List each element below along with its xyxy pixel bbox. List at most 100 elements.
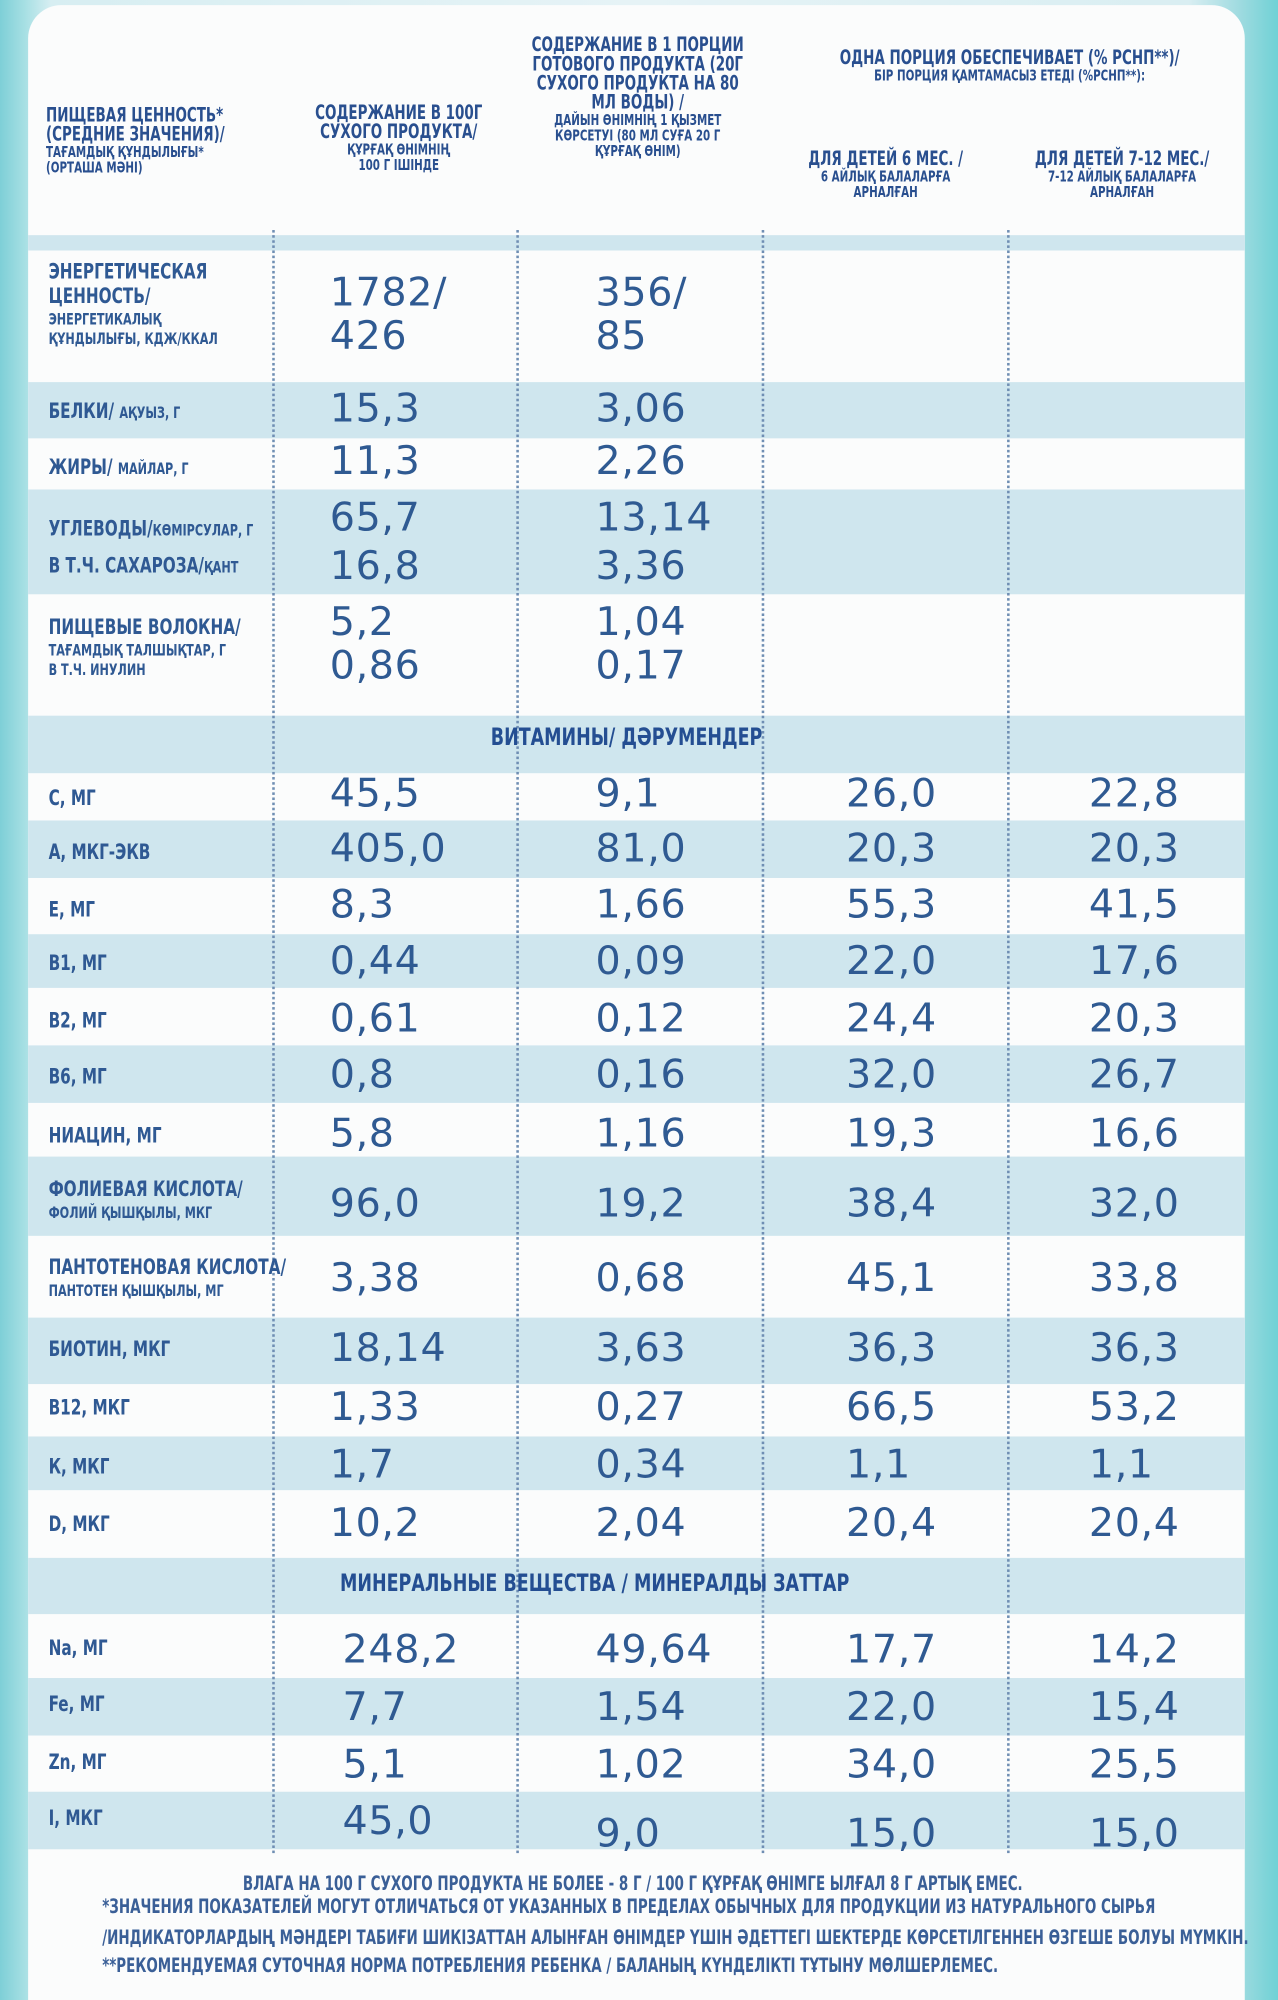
footnote-daily-norm: **РЕКОМЕНДУЕМАЯ СУТОЧНАЯ НОРМА ПОТРЕБЛЕН… (102, 1954, 999, 1978)
pantothenic-acid-per-100g: 3,38 (329, 1254, 421, 1302)
row-label-sucrose: В Т.Ч. САХАРОЗА/ҚАНТ (48, 553, 239, 579)
biotin-per-portion: 3,63 (595, 1325, 687, 1372)
vitamin-a-pct-7-12m: 20,3 (1088, 825, 1180, 872)
vitamin-b1-pct-7-12m: 17,6 (1088, 938, 1180, 985)
vitamin-b12-pct-7-12m: 53,2 (1088, 1384, 1180, 1431)
folic-acid-pct-7-12m: 32,0 (1088, 1180, 1180, 1227)
fiber-per-100g: 5,2 0,86 (329, 599, 421, 689)
column-divider (272, 230, 275, 1854)
column-divider (516, 230, 519, 1854)
row-label-niacin: НИАЦИН, МГ (48, 1123, 162, 1149)
iodine-per-portion: 9,0 (595, 1810, 661, 1857)
band (28, 1557, 1245, 1615)
band (28, 820, 1245, 878)
carbs-per-100g: 65,7 (329, 494, 421, 541)
row-label-vitamin-b1: В1, МГ (48, 950, 107, 977)
band (28, 1436, 1245, 1491)
vitamin-b6-per-portion: 0,16 (595, 1051, 687, 1098)
row-label-vitamin-b12: В12, МКГ (48, 1395, 130, 1422)
sodium-pct-7-12m: 14,2 (1088, 1626, 1180, 1673)
row-label-fiber: ПИЩЕВЫЕ ВОЛОКНА/ ТАҒАМДЫҚ ТАЛШЫҚТАР, Г В… (48, 614, 241, 679)
vitamin-k-per-portion: 0,34 (595, 1441, 687, 1488)
vitamin-b12-per-100g: 1,33 (329, 1384, 421, 1431)
vitamin-k-pct-6m: 1,1 (846, 1441, 911, 1488)
sodium-per-portion: 49,64 (595, 1626, 713, 1673)
row-label-iodine: I, МКГ (48, 1805, 103, 1832)
vitamin-b6-per-100g: 0,8 (329, 1051, 395, 1098)
iron-per-100g: 7,7 (342, 1684, 408, 1731)
vitamin-b2-pct-6m: 24,4 (846, 995, 937, 1042)
header-per-portion: СОДЕРЖАНИЕ В 1 ПОРЦИИ ГОТОВОГО ПРОДУКТА … (531, 33, 744, 160)
sodium-per-100g: 248,2 (342, 1626, 460, 1673)
vitamin-c-pct-7-12m: 22,8 (1088, 770, 1180, 817)
label-panel (28, 5, 1245, 2000)
biotin-per-100g: 18,14 (329, 1325, 447, 1372)
vitamin-e-pct-7-12m: 41,5 (1088, 881, 1180, 928)
pantothenic-acid-pct-6m: 45,1 (846, 1254, 937, 1302)
vitamin-b2-pct-7-12m: 20,3 (1088, 995, 1180, 1042)
biotin-pct-7-12m: 36,3 (1088, 1325, 1180, 1372)
proteins-per-portion: 3,06 (595, 385, 687, 432)
niacin-per-100g: 5,8 (329, 1110, 395, 1157)
sucrose-per-portion: 3,36 (595, 543, 687, 590)
band (28, 1156, 1245, 1236)
minerals-section-title: МИНЕРАЛЬНЫЕ ВЕЩЕСТВА / МИНЕРАЛДЫ ЗАТТАР (339, 1569, 850, 1598)
row-label-vitamin-c: С, МГ (48, 785, 96, 812)
vitamin-b1-pct-6m: 22,0 (846, 938, 937, 985)
row-label-folic-acid: ФОЛИЕВАЯ КИСЛОТА/ ФОЛИЙ ҚЫШҚЫЛЫ, МКГ (48, 1177, 243, 1222)
iron-pct-7-12m: 15,4 (1088, 1684, 1180, 1731)
row-label-biotin: БИОТИН, МКГ (48, 1336, 171, 1363)
header-6-months: ДЛЯ ДЕТЕЙ 6 МЕС. / 6 АЙЛЫҚ БАЛАЛАРҒА АРН… (808, 146, 964, 201)
footnote-moisture: ВЛАГА НА 100 Г СУХОГО ПРОДУКТА НЕ БОЛЕЕ … (242, 1872, 1023, 1896)
vitamin-b6-pct-7-12m: 26,7 (1088, 1051, 1180, 1098)
vitamin-d-per-portion: 2,04 (595, 1500, 687, 1547)
vitamin-e-pct-6m: 55,3 (846, 881, 937, 928)
vitamin-a-per-portion: 81,0 (595, 825, 687, 872)
vitamin-d-pct-7-12m: 20,4 (1088, 1500, 1180, 1547)
footnote-values-kz: /ИНДИКАТОРЛАРДЫҢ МӘНДЕРІ ТАБИҒИ ШИКІЗАТТ… (102, 1925, 1249, 1949)
iodine-pct-6m: 15,0 (846, 1810, 937, 1857)
row-label-zinc: Zn, МГ (48, 1749, 107, 1776)
vitamin-k-pct-7-12m: 1,1 (1088, 1441, 1154, 1488)
vitamin-c-per-100g: 45,5 (329, 770, 421, 817)
row-label-proteins: БЕЛКИ/ АҚУЫЗ, Г (48, 398, 181, 425)
sucrose-per-100g: 16,8 (329, 543, 421, 590)
energy-per-100g: 1782/ 426 (329, 269, 448, 360)
iron-per-portion: 1,54 (595, 1684, 687, 1731)
row-label-carbs: УГЛЕВОДЫ/КӨМІРСУЛАР, Г (48, 516, 254, 542)
vitamin-d-per-100g: 10,2 (329, 1500, 421, 1547)
pantothenic-acid-pct-7-12m: 33,8 (1088, 1254, 1180, 1302)
niacin-pct-6m: 19,3 (846, 1110, 937, 1157)
band (28, 1317, 1245, 1385)
biotin-pct-6m: 36,3 (846, 1325, 937, 1372)
iron-pct-6m: 22,0 (846, 1684, 937, 1731)
sodium-pct-6m: 17,7 (846, 1626, 937, 1673)
niacin-pct-7-12m: 16,6 (1088, 1110, 1180, 1157)
pantothenic-acid-per-portion: 0,68 (595, 1254, 687, 1302)
band (28, 235, 1245, 251)
row-label-sodium: Na, МГ (48, 1635, 108, 1662)
band (28, 382, 1245, 439)
zinc-per-100g: 5,1 (342, 1741, 408, 1788)
row-label-vitamin-b2: В2, МГ (48, 1008, 107, 1034)
iodine-per-100g: 45,0 (342, 1798, 434, 1845)
fats-per-portion: 2,26 (595, 438, 687, 485)
band (28, 934, 1245, 988)
header-portion-provides: ОДНА ПОРЦИЯ ОБЕСПЕЧИВАЕТ (% РСНП**)/ БІР… (839, 46, 1180, 85)
zinc-pct-7-12m: 25,5 (1088, 1741, 1180, 1788)
vitamin-c-per-portion: 9,1 (595, 770, 661, 817)
column-divider (761, 230, 765, 1854)
row-label-energy: ЭНЕРГЕТИЧЕСКАЯ ЦЕННОСТЬ/ ЭНЕРГЕТИКАЛЫҚ Қ… (48, 259, 218, 348)
fats-per-100g: 11,3 (329, 438, 421, 485)
header-nutrition-value: ПИЩЕВАЯ ЦЕННОСТЬ* (СРЕДНИЕ ЗНАЧЕНИЯ)/ ТА… (46, 103, 225, 177)
folic-acid-pct-6m: 38,4 (846, 1180, 937, 1227)
vitamin-b2-per-100g: 0,61 (329, 995, 421, 1042)
vitamin-a-per-100g: 405,0 (329, 825, 447, 872)
vitamin-b1-per-100g: 0,44 (329, 938, 421, 985)
row-label-iron: Fe, МГ (48, 1692, 105, 1718)
vitamin-b12-pct-6m: 66,5 (846, 1384, 937, 1431)
carbs-per-portion: 13,14 (595, 494, 713, 541)
proteins-per-100g: 15,3 (329, 385, 421, 432)
vitamin-b2-per-portion: 0,12 (595, 995, 687, 1042)
